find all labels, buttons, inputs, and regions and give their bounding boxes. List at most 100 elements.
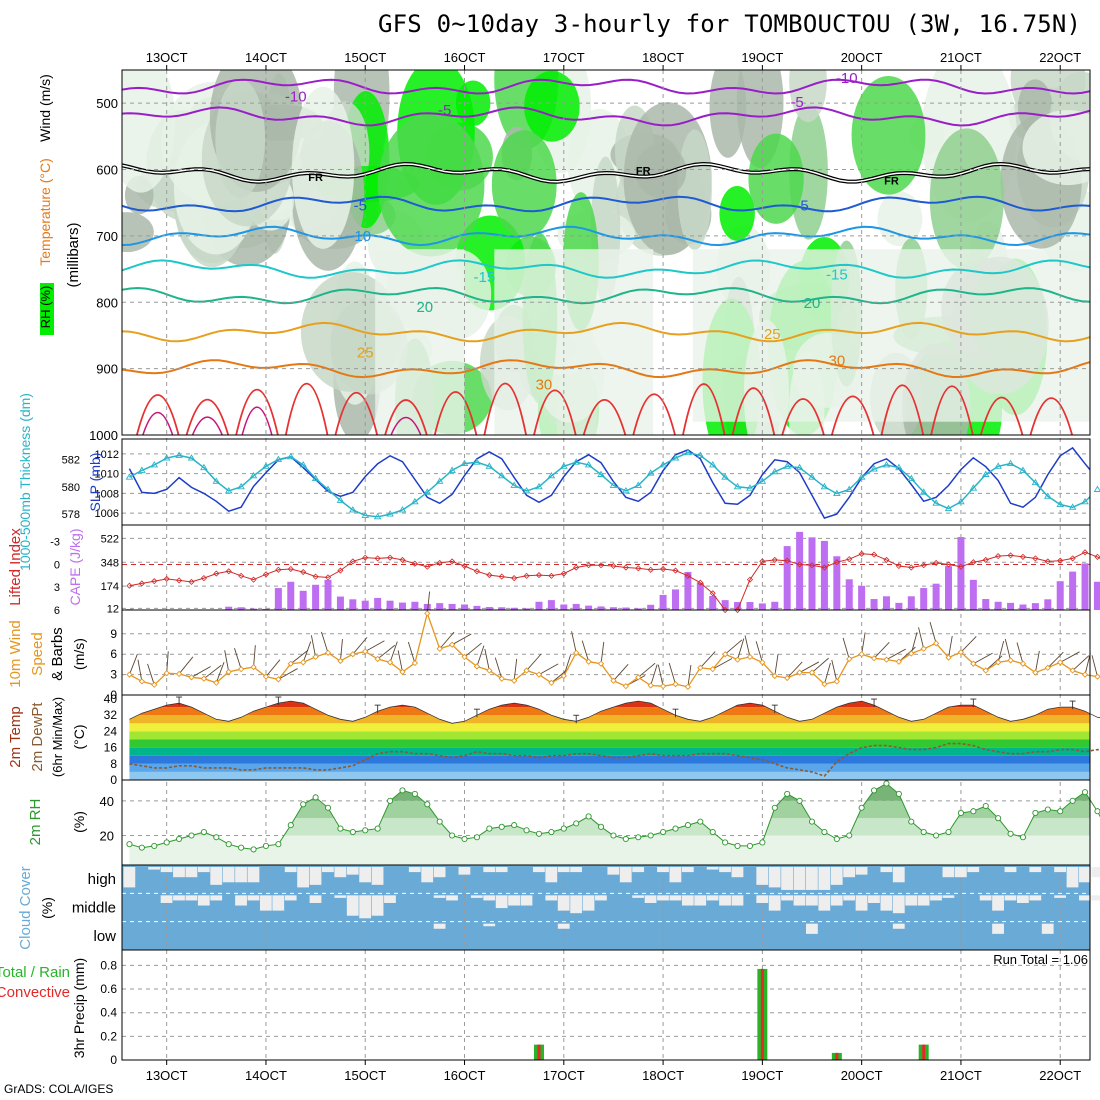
lifted-index-point	[1081, 549, 1089, 556]
cape-bar	[920, 588, 928, 610]
isotherm-arch	[433, 391, 478, 435]
rh-point	[722, 839, 729, 846]
li-tick-label: 6	[54, 605, 60, 617]
rh-point	[436, 818, 443, 825]
cloud-clear-block	[756, 867, 769, 885]
thickness-point	[758, 477, 767, 484]
wind-tick-label: 0	[110, 688, 117, 702]
thickness-point	[361, 511, 370, 518]
thickness-point	[423, 488, 432, 495]
thickness-point	[249, 471, 258, 479]
surface-wind-barb	[571, 631, 577, 653]
cloud-clear-block	[880, 867, 893, 873]
cloud-clear-block	[185, 867, 198, 878]
temp-tick-label: 16	[104, 741, 118, 755]
thickness-point	[746, 484, 754, 491]
cloud-clear-block	[197, 895, 210, 906]
surface-wind-barb	[823, 662, 831, 685]
lifted-index-point	[622, 564, 629, 571]
cape-bar	[1081, 563, 1089, 610]
li-tick-label: 0	[54, 559, 60, 571]
lifted-index-point	[995, 553, 1002, 560]
thickness-point	[634, 481, 643, 488]
cape-bar	[659, 594, 667, 610]
isotherm-arch	[185, 399, 230, 435]
cloud-clear-block	[520, 895, 533, 906]
surface-wind-barb	[494, 657, 503, 679]
lifted-index-point	[734, 606, 741, 614]
rh-point	[238, 844, 245, 851]
rh-tick-label: 40	[100, 794, 114, 809]
cape-bar	[696, 582, 704, 610]
surface-wind-barb	[724, 639, 743, 655]
cloud-clear-block	[979, 895, 992, 901]
thickness-point	[572, 458, 581, 465]
thickness-point	[907, 474, 916, 482]
contour-label: -15	[826, 266, 848, 283]
lifted-index-point	[933, 559, 940, 567]
wind-speed-point	[1032, 669, 1039, 676]
wind-speed-point	[982, 667, 989, 674]
wind-speed-point	[238, 666, 245, 673]
cape-bar	[709, 596, 717, 610]
cape-bar	[1031, 603, 1039, 610]
cloud-clear-block	[309, 895, 322, 903]
top-date-label: 15OCT	[344, 50, 386, 65]
wind-speed-point	[1007, 657, 1014, 664]
cape-bar	[721, 600, 729, 610]
top-date-label: 21OCT	[940, 50, 982, 65]
rh-point	[1081, 789, 1089, 796]
temp-color-band	[129, 701, 1090, 708]
cloud-clear-block	[433, 895, 446, 898]
cape-bar	[585, 605, 593, 610]
pressure-tick-label: 800	[96, 295, 118, 310]
cloud-clear-block	[284, 895, 297, 901]
lifted-index-point	[883, 556, 890, 563]
rh-point	[684, 822, 691, 829]
rh-shading-band	[494, 249, 654, 435]
cloud-clear-block	[557, 923, 570, 929]
rh-point	[1019, 834, 1027, 841]
top-date-label: 18OCT	[642, 50, 684, 65]
wind-speed-point	[573, 649, 580, 656]
thickness-point	[299, 461, 307, 468]
cloud-clear-block	[247, 895, 260, 901]
cape-bar	[609, 607, 617, 610]
cloud-clear-block	[309, 867, 322, 885]
rh-point	[871, 787, 878, 794]
cloud-clear-block	[272, 895, 285, 911]
lifted-index-point	[126, 582, 133, 589]
contour-label: FR	[636, 166, 651, 178]
cape-axis-label: CAPE (J/kg)	[67, 528, 83, 605]
cape-bar	[547, 600, 555, 610]
cloud-clear-block	[545, 895, 558, 901]
lifted-index-point	[362, 554, 369, 561]
thickness-point	[969, 484, 978, 491]
lifted-index-point	[1007, 552, 1014, 559]
top-date-label: 17OCT	[543, 50, 585, 65]
thickness-point	[994, 462, 1002, 469]
cloud-clear-block	[781, 895, 793, 901]
rh-point	[808, 818, 816, 825]
rh-point	[672, 825, 679, 832]
isotherm-arch	[384, 399, 428, 435]
lifted-index-point	[970, 559, 977, 566]
bottom-date-label: 18OCT	[642, 1068, 684, 1083]
cape-bar	[895, 602, 903, 610]
cloud-row-label: middle	[72, 900, 116, 917]
wind-speed-point	[821, 680, 828, 688]
thickness-point	[175, 451, 183, 458]
surface-wind-barb	[137, 659, 143, 682]
bottom-date-label: 14OCT	[245, 1068, 287, 1083]
surface-wind-barb	[339, 639, 343, 662]
cloud-clear-block	[806, 923, 818, 934]
wind-speed-point	[200, 675, 208, 682]
thickness-point	[510, 481, 518, 488]
surface-wind-barb	[166, 651, 169, 674]
cloud-clear-block	[669, 867, 682, 883]
lifted-index-line	[129, 551, 1100, 611]
rh-point	[138, 844, 145, 851]
lifted-index-point	[709, 590, 716, 597]
thickness-point	[224, 486, 233, 494]
